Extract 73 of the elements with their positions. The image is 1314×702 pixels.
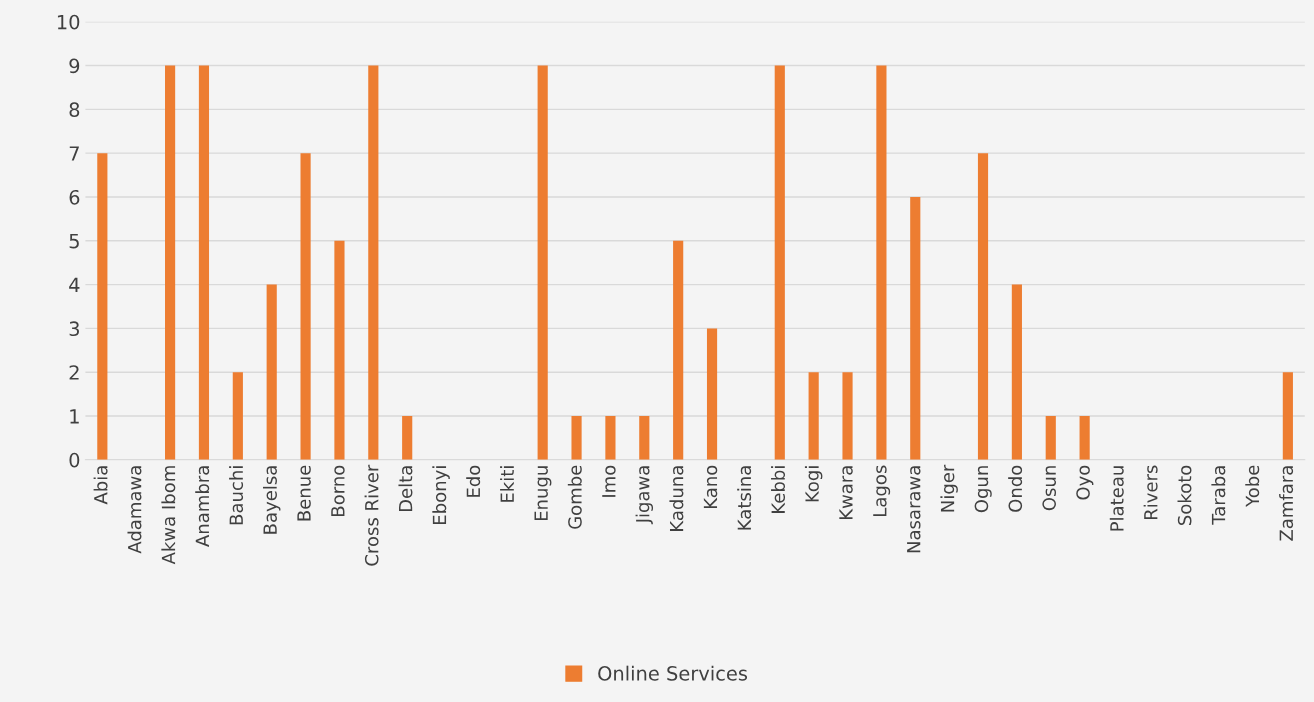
bar — [571, 416, 582, 460]
y-tick-label: 0 — [69, 452, 80, 468]
x-tick-label: Ogun — [974, 466, 992, 513]
x-tick-label: Plateau — [1109, 466, 1124, 531]
x-tick-label: Abia — [93, 466, 108, 505]
x-tick-label: Lagos — [873, 465, 891, 516]
x-tick-label: Katsina — [737, 466, 752, 530]
x-tick-label: Anambra — [195, 466, 210, 547]
x-tick-label: Yobe — [1245, 465, 1260, 507]
bar — [1079, 416, 1090, 460]
y-tick-label: 5 — [69, 234, 79, 249]
x-tick-label: Cross River — [364, 464, 379, 566]
bar — [876, 65, 887, 460]
x-tick-label: Bauchi — [229, 466, 244, 525]
y-tick-label: 3 — [69, 321, 79, 337]
bar — [639, 416, 650, 460]
bar — [97, 153, 108, 460]
x-tick-label: Kaduna — [669, 466, 684, 531]
y-tick-label: 6 — [69, 189, 80, 205]
x-tick-label: Oyo — [1076, 465, 1094, 500]
x-tick-label: Sokoto — [1177, 465, 1192, 525]
x-tick-label: Benue — [297, 465, 311, 521]
bar — [368, 65, 379, 460]
x-tick-label: Ekiti — [500, 466, 514, 502]
bar — [808, 372, 819, 460]
x-tick-label: Borno — [331, 465, 345, 516]
x-tick-label: Osun — [1042, 466, 1056, 511]
bar — [1282, 372, 1293, 460]
x-tick-label: Edo — [466, 465, 481, 497]
x-tick-label: Ondo — [1008, 465, 1023, 512]
x-tick-label: Kebbi — [771, 466, 786, 513]
y-tick-label: 7 — [69, 146, 79, 161]
x-tick-label: Imo — [602, 465, 616, 497]
bar — [706, 328, 718, 460]
bar — [198, 65, 210, 460]
y-tick-label: 9 — [69, 58, 80, 74]
y-tick-label: 2 — [69, 365, 79, 380]
x-tick-label: Taraba — [1211, 466, 1226, 525]
x-tick-label: Kwara — [839, 466, 853, 520]
bar — [842, 372, 853, 460]
x-tick-label: Kano — [703, 465, 718, 508]
x-tick-label: Niger — [940, 464, 958, 512]
bar — [774, 65, 785, 460]
legend-label: Online Services — [598, 665, 748, 681]
bar — [165, 65, 176, 460]
y-tick-label: 1 — [70, 409, 79, 424]
bar — [1011, 284, 1022, 460]
x-tick-label: Nasarawa — [907, 466, 921, 553]
x-tick-label: Akwa Ibom — [161, 466, 176, 565]
bar — [910, 196, 921, 460]
x-tick-label: Adamawa — [127, 466, 142, 554]
bar — [673, 240, 684, 460]
x-tick-label: Gombe — [567, 465, 582, 529]
bar — [334, 240, 345, 460]
bar — [232, 372, 243, 460]
bar — [977, 153, 989, 460]
bar — [537, 65, 548, 460]
y-tick-label: 10 — [57, 14, 80, 30]
y-tick-label: 4 — [69, 277, 80, 292]
x-tick-label: Ebonyi — [432, 466, 450, 524]
x-tick-label: Delta — [398, 466, 413, 512]
x-tick-label: Rivers — [1143, 465, 1158, 520]
x-tick-label: Bayelsa — [262, 466, 281, 534]
bar — [402, 416, 413, 460]
x-tick-label: Enugu — [534, 466, 552, 521]
x-tick-label: Jigawa — [635, 466, 654, 525]
bar — [300, 153, 311, 460]
y-tick-label: 8 — [69, 102, 80, 118]
bar — [1045, 416, 1056, 460]
x-tick-label: Kogi — [804, 466, 823, 502]
x-tick-label: Zamfara — [1279, 466, 1294, 541]
bar — [605, 416, 616, 460]
bar — [266, 284, 277, 460]
